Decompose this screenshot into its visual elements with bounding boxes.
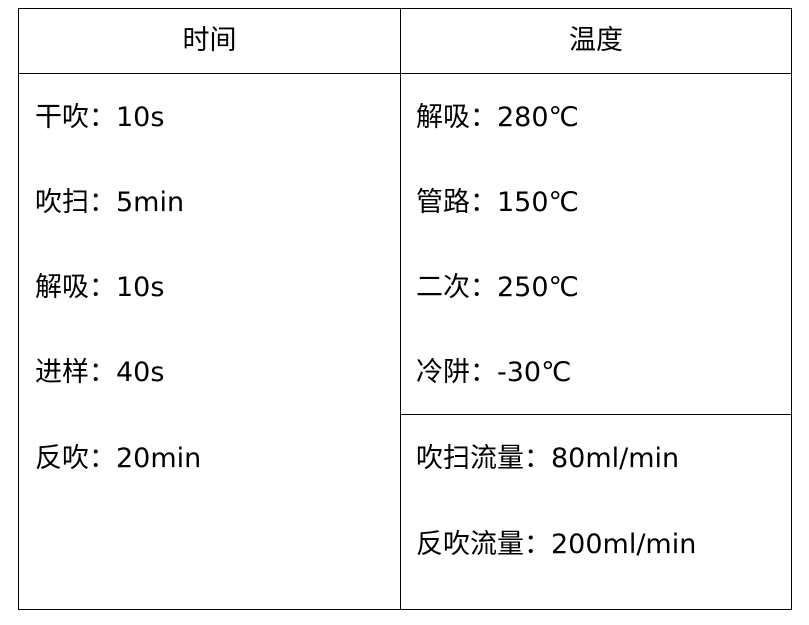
temp-item: 解吸：280℃ [416, 102, 579, 133]
temp-item: 冷阱：-30℃ [416, 357, 572, 388]
header-time: 时间 [182, 25, 237, 56]
header-temperature: 温度 [569, 25, 623, 56]
time-item: 反吹：20min [35, 443, 202, 474]
time-item: 解吸：10s [35, 272, 165, 303]
time-item: 进样：40s [35, 357, 165, 388]
temp-item: 二次：250℃ [416, 272, 579, 303]
header-divider [19, 73, 791, 74]
flow-item: 反吹流量：200ml/min [416, 529, 697, 560]
time-item: 吹扫：5min [35, 187, 185, 218]
time-item: 干吹：10s [35, 102, 165, 133]
flow-item: 吹扫流量：80ml/min [416, 443, 680, 474]
column-divider [400, 9, 401, 609]
temp-item: 管路：150℃ [416, 187, 579, 218]
parameter-table: 时间 温度 干吹：10s 吹扫：5min 解吸：10s 进样：40s 反吹：20… [18, 8, 792, 610]
temp-flow-divider [400, 414, 791, 415]
